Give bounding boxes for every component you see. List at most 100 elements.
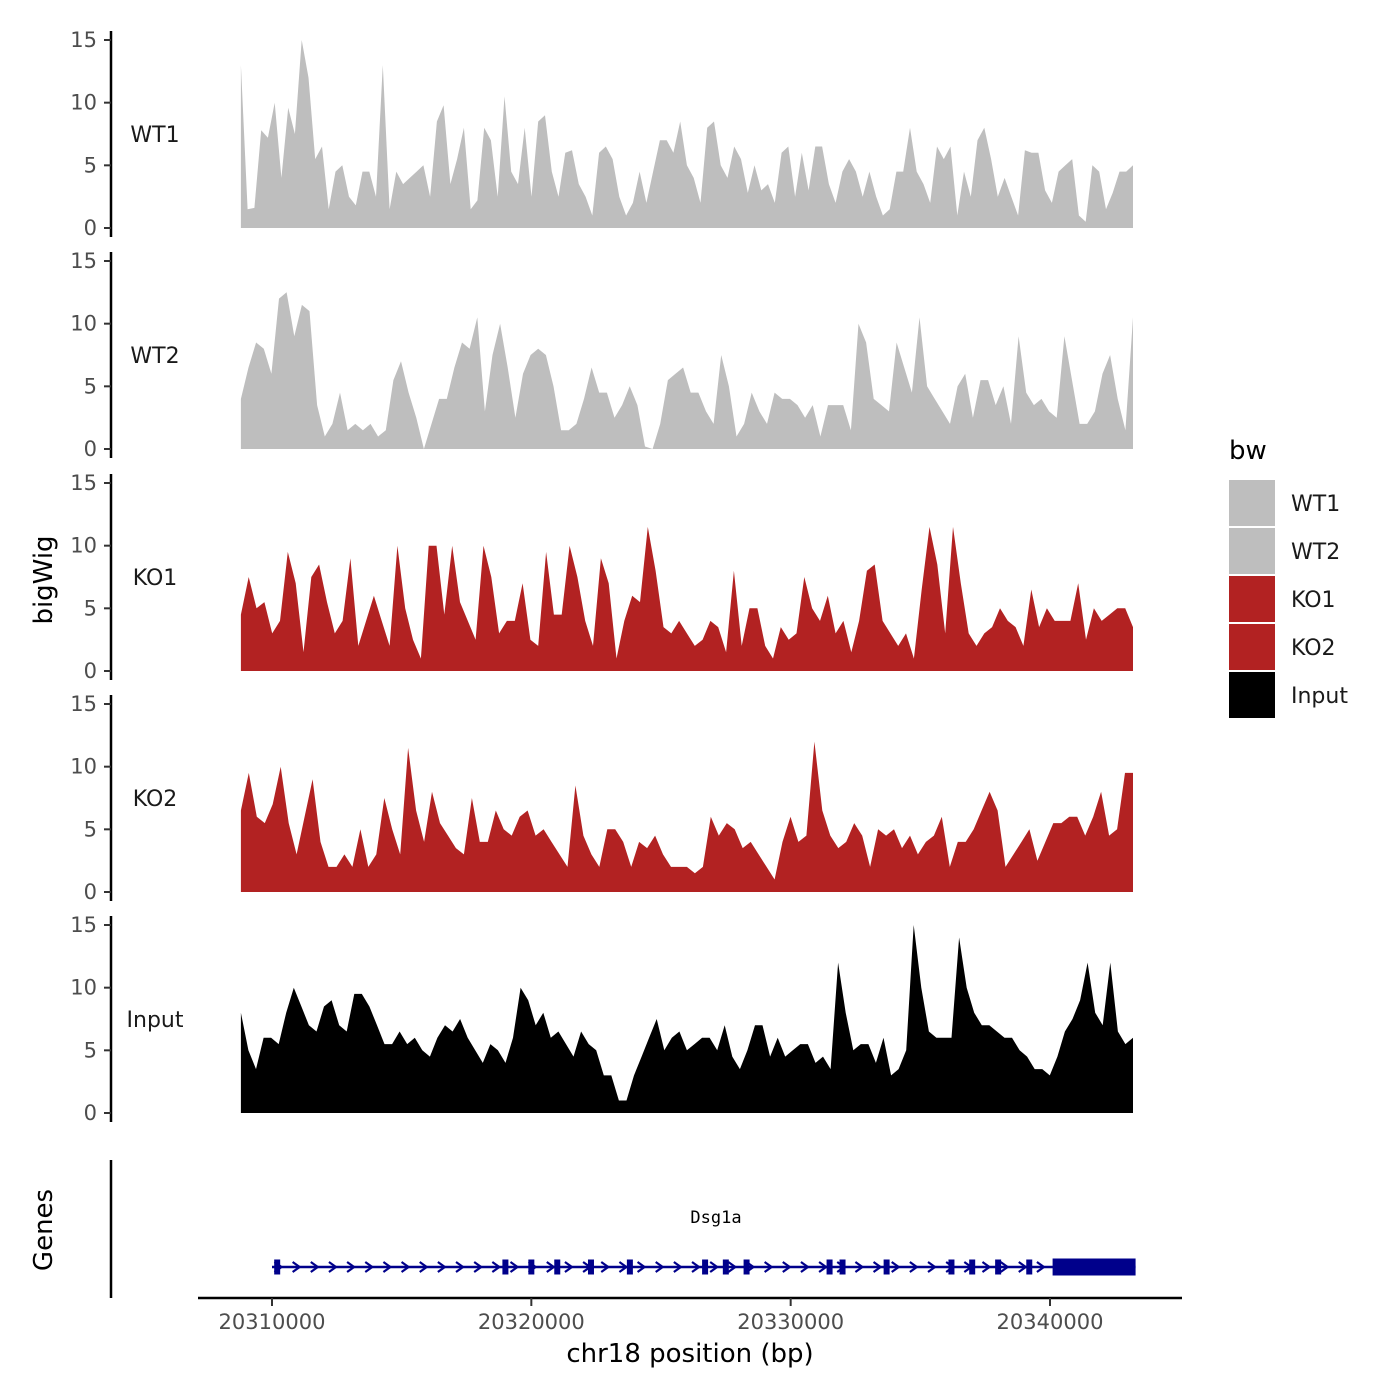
gene-exon: [995, 1259, 1002, 1275]
strand-arrow: [364, 1261, 375, 1273]
y-tick-label: 15: [70, 913, 97, 937]
area-ko1: [240, 526, 1133, 671]
track-label-ko1: KO1: [133, 566, 178, 591]
legend-label-ko2: KO2: [1291, 636, 1336, 661]
strand-arrow: [1036, 1261, 1046, 1273]
gene-exon: [1052, 1258, 1136, 1276]
y-tick-label: 0: [84, 659, 97, 683]
gene-exon: [826, 1259, 833, 1275]
y-tick-label: 5: [84, 1038, 97, 1062]
y-axis-title: bigWig: [29, 535, 59, 624]
strand-arrow: [618, 1261, 629, 1273]
strand-arrow: [909, 1261, 919, 1273]
legend-label-wt2: WT2: [1291, 540, 1340, 565]
y-tick-label: 10: [70, 976, 97, 1000]
legend-label-ko1: KO1: [1291, 588, 1336, 613]
track-ko2: 0 5 10 15 KO2: [70, 692, 1133, 904]
x-tick-label: 20330000: [737, 1310, 844, 1334]
y-tick-label: 10: [70, 312, 97, 336]
strand-arrow: [400, 1261, 411, 1273]
strand-arrow: [328, 1261, 338, 1273]
track-wt2: 0 5 10 15 WT2: [70, 249, 1133, 461]
strand-arrow: [727, 1261, 738, 1273]
strand-arrow: [709, 1261, 720, 1273]
strand-arrow: [382, 1261, 393, 1273]
gene-name-label: Dsg1a: [690, 1208, 741, 1228]
strand-arrow: [854, 1261, 865, 1273]
area-ko2: [240, 741, 1133, 892]
strand-arrow: [419, 1261, 429, 1273]
gene-exon: [883, 1259, 890, 1275]
strand-arrow: [891, 1261, 901, 1273]
strand-arrow: [636, 1261, 647, 1273]
strand-arrow: [981, 1261, 992, 1273]
gene-exon: [948, 1259, 955, 1275]
strand-arrow: [346, 1261, 356, 1273]
strand-arrow: [564, 1261, 574, 1273]
strand-arrow: [782, 1261, 792, 1273]
track-label-wt1: WT1: [130, 123, 179, 148]
strand-arrow: [455, 1261, 465, 1273]
x-tick-label: 20310000: [219, 1310, 326, 1334]
gene-exon: [528, 1259, 535, 1275]
gene-exon: [722, 1259, 729, 1275]
gene-exon: [702, 1259, 709, 1275]
x-axis: 20310000 20320000 20330000 20340000: [198, 1296, 1182, 1334]
y-tick-label: 0: [84, 437, 97, 461]
y-tick-label: 10: [70, 534, 97, 558]
gene-exon: [587, 1259, 594, 1275]
legend-swatch-ko2: [1229, 624, 1275, 670]
strand-arrow: [655, 1261, 665, 1273]
track-label-input: Input: [127, 1008, 184, 1033]
y-tick-label: 0: [84, 1101, 97, 1125]
gene-exon: [743, 1259, 750, 1275]
y-tick-label: 15: [70, 28, 97, 52]
legend-swatch-ko1: [1229, 576, 1275, 622]
y-tick-label: 5: [84, 817, 97, 841]
legend-swatch-input: [1229, 672, 1275, 718]
x-axis-title: chr18 position (bp): [566, 1339, 813, 1369]
strand-arrow: [800, 1261, 810, 1273]
strand-arrow: [291, 1261, 302, 1273]
legend-label-wt1: WT1: [1291, 492, 1340, 517]
x-tick-label: 20340000: [997, 1310, 1104, 1334]
legend-swatch-wt2: [1229, 528, 1275, 574]
gene-exon: [839, 1259, 846, 1275]
signal-tracks: 0 5 10 15 WT1 0 5 10 15 WT2 0 5 10 15 KO1 0 5 10 15 KO2 0 5 10…: [70, 28, 1133, 1125]
y-tick-label: 15: [70, 471, 97, 495]
strand-arrow: [999, 1261, 1010, 1273]
gene-exon: [274, 1259, 281, 1275]
track-wt1: 0 5 10 15 WT1: [70, 28, 1133, 240]
strand-arrow: [310, 1261, 320, 1273]
y-tick-label: 15: [70, 249, 97, 273]
gene-exon: [502, 1259, 509, 1275]
genes-panel: Genes Dsg1a: [29, 1160, 1136, 1298]
strand-arrow: [927, 1261, 937, 1273]
gene-exon: [554, 1259, 561, 1275]
legend-title: bw: [1229, 436, 1267, 466]
y-tick-label: 5: [84, 596, 97, 620]
strand-arrow: [546, 1261, 556, 1273]
track-label-wt2: WT2: [130, 344, 179, 369]
gene-exon: [969, 1259, 976, 1275]
legend-swatch-wt1: [1229, 480, 1275, 526]
strand-arrow: [509, 1261, 520, 1273]
y-tick-label: 10: [70, 91, 97, 115]
strand-arrow: [600, 1261, 611, 1273]
area-wt1: [240, 40, 1133, 228]
gene-exon: [626, 1259, 633, 1275]
strand-arrow: [473, 1261, 484, 1273]
legend-label-input: Input: [1291, 684, 1348, 709]
y-tick-label: 0: [84, 880, 97, 904]
track-ko1: 0 5 10 15 KO1: [70, 471, 1133, 683]
y-tick-label: 10: [70, 755, 97, 779]
x-tick-label: 20320000: [478, 1310, 585, 1334]
legend: bw WT1 WT2 KO1 KO2 Input: [1229, 436, 1348, 718]
genes-track-label: Genes: [29, 1189, 59, 1271]
y-tick-label: 5: [84, 153, 97, 177]
strand-arrow: [763, 1261, 774, 1273]
gene-exon: [1026, 1259, 1033, 1275]
strand-arrow: [491, 1261, 502, 1273]
gene-model: [272, 1258, 1136, 1276]
